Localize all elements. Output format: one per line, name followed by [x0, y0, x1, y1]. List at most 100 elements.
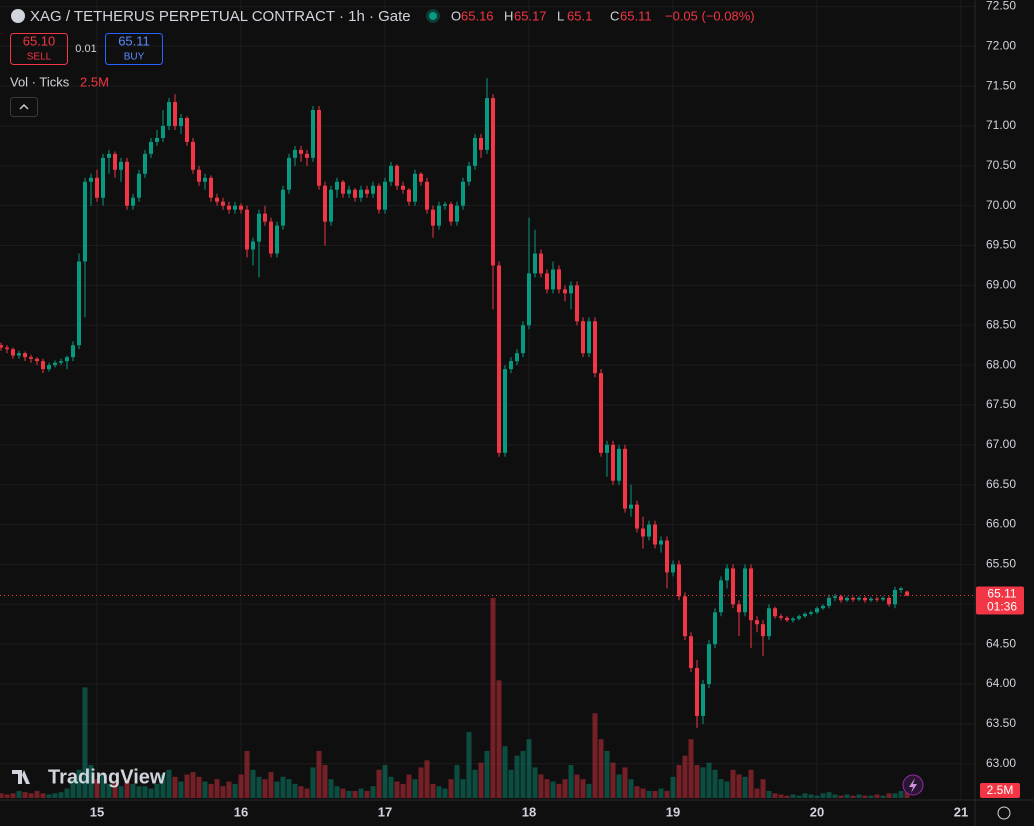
volume-bar — [334, 786, 340, 798]
candle-body — [659, 540, 663, 545]
volume-bar — [796, 795, 802, 798]
candle-body — [899, 588, 903, 590]
ohlc-value: 65.17 — [514, 8, 547, 23]
candle-body — [731, 568, 735, 605]
candle-body — [83, 181, 87, 262]
volume-bar — [802, 793, 808, 798]
y-tick-label: 71.00 — [986, 118, 1016, 132]
collapse-button[interactable] — [10, 97, 38, 117]
volume-bar — [322, 765, 328, 798]
candle-body — [101, 157, 105, 198]
volume-bar — [730, 769, 736, 798]
candle-body — [443, 204, 447, 206]
volume-bar — [874, 794, 880, 798]
volume-legend-value: 2.5M — [80, 74, 109, 89]
volume-bar — [124, 779, 130, 798]
candle-body — [221, 201, 225, 206]
volume-bar — [316, 750, 322, 798]
chart-title: XAG / TETHERUS PERPETUAL CONTRACT · 1h ·… — [30, 8, 411, 25]
candle-body — [545, 273, 549, 290]
candle-body — [419, 173, 423, 182]
candle-body — [179, 117, 183, 126]
candle-body — [515, 353, 519, 362]
volume-bar — [856, 794, 862, 798]
volume-bar — [208, 783, 214, 798]
candle-body — [701, 684, 705, 716]
candle-body — [821, 605, 825, 609]
candle-body — [233, 205, 237, 210]
volume-bar — [640, 788, 646, 798]
volume-bar — [508, 769, 514, 798]
candle-body — [479, 137, 483, 150]
y-tick-label: 68.50 — [986, 317, 1016, 331]
volume-bar — [898, 790, 904, 798]
candle-body — [599, 373, 603, 453]
candle-body — [695, 668, 699, 716]
volume-bar — [616, 774, 622, 798]
volume-bar — [670, 776, 676, 798]
volume-bar — [106, 783, 112, 798]
candle-body — [437, 205, 441, 226]
candle-body — [299, 149, 303, 154]
candle-body — [713, 612, 717, 645]
volume-bar — [10, 793, 16, 798]
volume-bar — [214, 779, 220, 798]
candle-body — [269, 221, 273, 254]
volume-bar — [388, 776, 394, 798]
volume-bar — [160, 774, 166, 798]
candle-body — [815, 608, 819, 613]
volume-bar — [178, 781, 184, 798]
volume-bar — [0, 793, 4, 798]
candle-body — [173, 102, 177, 126]
candle-body — [125, 161, 129, 206]
volume-bar — [478, 762, 484, 798]
candle-body — [245, 209, 249, 250]
volume-bar — [694, 765, 700, 798]
volume-bar — [460, 779, 466, 798]
candle-body — [527, 273, 531, 326]
volume-bar — [766, 790, 772, 798]
candle-body — [197, 169, 201, 182]
volume-bar — [364, 790, 370, 798]
candle-body — [47, 365, 51, 370]
candle-body — [53, 362, 57, 366]
candle-body — [65, 357, 69, 362]
volume-axis-box — [980, 783, 1020, 798]
volume-bar — [490, 598, 496, 798]
candle-body — [203, 177, 207, 182]
candle-body — [347, 189, 351, 194]
candle-body — [575, 285, 579, 322]
candle-body — [377, 185, 381, 210]
candle-body — [365, 189, 369, 194]
volume-bar — [580, 779, 586, 798]
volume-bar — [16, 790, 22, 798]
volume-bar — [496, 680, 502, 798]
settings-icon[interactable] — [997, 806, 1011, 820]
volume-bar — [610, 762, 616, 798]
candle-body — [653, 524, 657, 545]
y-tick-label: 66.50 — [986, 477, 1016, 491]
y-tick-label: 72.50 — [986, 0, 1016, 13]
volume-bar — [172, 776, 178, 798]
volume-bar — [262, 779, 268, 798]
buy-price: 65.11 — [118, 33, 150, 48]
candle-body — [5, 347, 9, 350]
candle-body — [875, 598, 879, 600]
buy-label: BUY — [124, 52, 145, 63]
volume-bar — [892, 793, 898, 798]
candle-layer — [0, 78, 909, 728]
candle-body — [827, 597, 831, 606]
volume-bar — [292, 783, 298, 798]
buy-button[interactable] — [105, 33, 163, 65]
volume-bar — [154, 783, 160, 798]
volume-bar — [130, 783, 136, 798]
candle-body — [641, 528, 645, 537]
last-price-label: 65.11 — [987, 587, 1016, 601]
volume-bar — [190, 772, 196, 798]
candle-body — [407, 189, 411, 202]
candle-body — [257, 213, 261, 242]
candle-body — [839, 596, 843, 601]
sell-button[interactable] — [10, 33, 68, 65]
candle-body — [485, 98, 489, 150]
